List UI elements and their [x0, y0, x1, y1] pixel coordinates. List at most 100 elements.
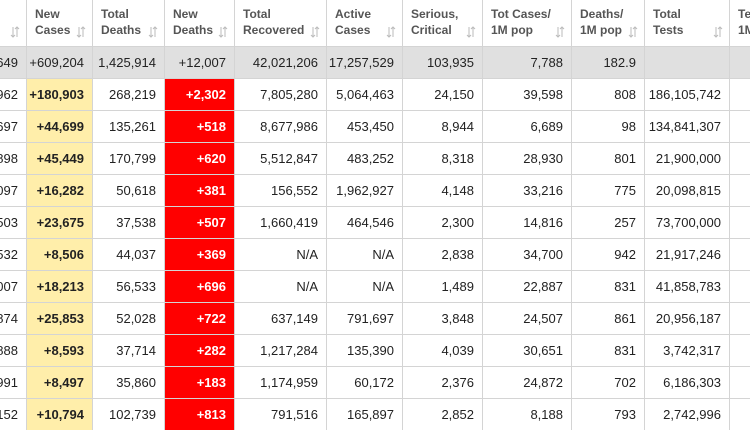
cell: 21,917,246 — [645, 239, 730, 271]
cell: 8,188 — [483, 399, 572, 430]
total-cell — [730, 47, 750, 79]
new-deaths-cell: +813 — [165, 399, 235, 430]
cell: 268,219 — [93, 79, 165, 111]
cell: 8,318 — [403, 143, 483, 175]
new-cases-cell: +8,506 — [27, 239, 93, 271]
cell — [730, 79, 750, 111]
new-deaths-cell: +381 — [165, 175, 235, 207]
cell: 41,858,783 — [645, 271, 730, 303]
cell: 257 — [572, 207, 645, 239]
cell: 37,714 — [93, 335, 165, 367]
cell: 793 — [572, 399, 645, 430]
column-header[interactable]: Tot Cases/1M pop — [483, 0, 572, 47]
cell: 791,697 — [327, 303, 403, 335]
cell: 98 — [572, 111, 645, 143]
column-header[interactable]: Deaths/1M pop — [572, 0, 645, 47]
new-cases-cell: +10,794 — [27, 399, 93, 430]
cell: 30,651 — [483, 335, 572, 367]
header-line: Deaths — [173, 23, 214, 37]
header-line: New — [173, 7, 198, 21]
cell: 24,507 — [483, 303, 572, 335]
total-cell: 42,021,206 — [235, 47, 327, 79]
new-deaths-cell: +722 — [165, 303, 235, 335]
column-header[interactable]: Active Cases — [327, 0, 403, 47]
cell: 4,148 — [403, 175, 483, 207]
new-deaths-cell: +369 — [165, 239, 235, 271]
cell: 186,105,742 — [645, 79, 730, 111]
cell: 697 — [0, 111, 27, 143]
sort-icon — [218, 26, 228, 38]
cell: 34,700 — [483, 239, 572, 271]
cell: 52,028 — [93, 303, 165, 335]
column-header[interactable] — [0, 0, 27, 47]
header-line: New — [35, 7, 60, 21]
cell: 60,172 — [327, 367, 403, 399]
cell: 831 — [572, 335, 645, 367]
new-deaths-cell: +620 — [165, 143, 235, 175]
total-cell: 649 — [0, 47, 27, 79]
cell: 532 — [0, 239, 27, 271]
cell: 791,516 — [235, 399, 327, 430]
cell: 2,300 — [403, 207, 483, 239]
cell: 6,689 — [483, 111, 572, 143]
header-line: Critical — [411, 23, 452, 37]
column-header[interactable]: Total Deaths — [93, 0, 165, 47]
column-header[interactable]: Te 1M — [730, 0, 750, 47]
new-deaths-cell: +518 — [165, 111, 235, 143]
cell: N/A — [235, 239, 327, 271]
cell — [730, 271, 750, 303]
cell: 4,039 — [403, 335, 483, 367]
total-cell: 17,257,529 — [327, 47, 403, 79]
column-header[interactable]: New Cases — [27, 0, 93, 47]
cell: 808 — [572, 79, 645, 111]
cell: 2,852 — [403, 399, 483, 430]
cell: 1,962,927 — [327, 175, 403, 207]
column-header[interactable]: Serious, Critical — [403, 0, 483, 47]
cell: 56,533 — [93, 271, 165, 303]
new-cases-cell: +180,903 — [27, 79, 93, 111]
new-cases-cell: +8,497 — [27, 367, 93, 399]
header-line: 1M pop — [580, 23, 622, 37]
cell — [730, 111, 750, 143]
sort-icon — [555, 26, 565, 38]
header-line: Active — [335, 7, 372, 21]
cell: 453,450 — [327, 111, 403, 143]
cell: 3,848 — [403, 303, 483, 335]
cell: 44,037 — [93, 239, 165, 271]
cell: 888 — [0, 335, 27, 367]
new-cases-cell: +23,675 — [27, 207, 93, 239]
cell: 21,900,000 — [645, 143, 730, 175]
cell: N/A — [235, 271, 327, 303]
new-cases-cell: +8,593 — [27, 335, 93, 367]
sort-icon — [148, 26, 158, 38]
cell: 24,872 — [483, 367, 572, 399]
column-header[interactable]: Total Recovered — [235, 0, 327, 47]
cell: 6,186,303 — [645, 367, 730, 399]
cell: 33,216 — [483, 175, 572, 207]
header-line: Cases — [35, 23, 71, 37]
cell: 134,841,307 — [645, 111, 730, 143]
cell: 1,174,959 — [235, 367, 327, 399]
cell: 165,897 — [327, 399, 403, 430]
cell: 7,805,280 — [235, 79, 327, 111]
cell: 898 — [0, 143, 27, 175]
cell: 1,489 — [403, 271, 483, 303]
cell: 8,944 — [403, 111, 483, 143]
cell: 991 — [0, 367, 27, 399]
cell — [730, 207, 750, 239]
sort-icon — [713, 26, 723, 38]
cell: N/A — [327, 271, 403, 303]
new-cases-cell: +44,699 — [27, 111, 93, 143]
cell: 2,376 — [403, 367, 483, 399]
column-header[interactable]: Total Tests — [645, 0, 730, 47]
header-line: 1M — [738, 23, 750, 37]
total-cell: +609,204 — [27, 47, 93, 79]
cell: 775 — [572, 175, 645, 207]
cell: 22,887 — [483, 271, 572, 303]
column-header[interactable]: New Deaths — [165, 0, 235, 47]
total-cell — [645, 47, 730, 79]
cell: 135,261 — [93, 111, 165, 143]
cell: 35,860 — [93, 367, 165, 399]
cell — [730, 367, 750, 399]
